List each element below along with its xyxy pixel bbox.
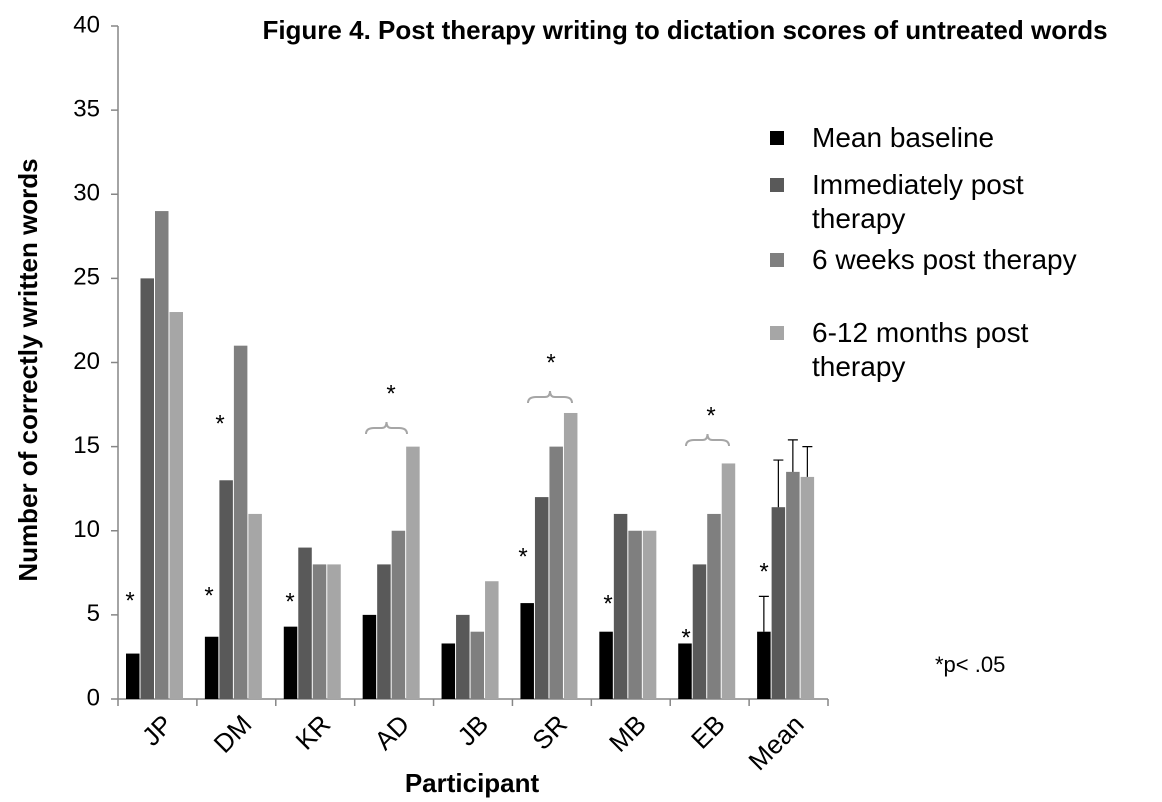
annotation: *: [125, 587, 134, 614]
bar: [169, 312, 183, 699]
bar: [549, 446, 563, 699]
bar: [707, 513, 721, 699]
legend-swatch: [770, 131, 784, 145]
annotation: *: [386, 380, 395, 407]
bar: [757, 631, 771, 699]
bar: [298, 547, 312, 699]
annotation: *: [681, 624, 690, 651]
bar: [312, 564, 327, 699]
bar: [391, 530, 406, 699]
y-tick-label: 5: [87, 600, 100, 627]
bar: [678, 643, 692, 699]
y-tick-label: 30: [73, 180, 100, 207]
brace: [365, 421, 408, 435]
legend-swatch: [770, 178, 784, 192]
bar: [248, 513, 262, 699]
y-tick-label: 40: [73, 11, 100, 38]
bar: [520, 603, 534, 699]
bar: [155, 211, 169, 699]
chart-title: Figure 4. Post therapy writing to dictat…: [262, 15, 1108, 45]
bar: [599, 631, 613, 699]
x-tick-label: SR: [526, 709, 573, 756]
legend-swatch: [770, 253, 784, 267]
bar: [800, 476, 815, 699]
annotation: *: [215, 410, 224, 437]
bar: [534, 497, 549, 699]
x-tick-label: AD: [368, 709, 415, 756]
legend-label: 6-12 months post therapy: [812, 317, 1029, 382]
bar: [470, 631, 485, 699]
annotation: *: [706, 402, 715, 429]
bar: [563, 412, 578, 699]
y-axis-label: Number of correctly written words: [13, 158, 43, 581]
bar: [628, 530, 642, 699]
bar: [283, 626, 298, 699]
y-tick-label: 20: [73, 348, 100, 375]
note: *p< .05: [935, 652, 1006, 677]
bar: [377, 564, 391, 699]
annotation: *: [759, 558, 768, 585]
annotation: *: [603, 590, 612, 617]
legend-swatch: [770, 326, 784, 340]
legend-item: Immediately post therapy: [770, 168, 1117, 236]
annotation: *: [518, 543, 527, 570]
x-tick-label: JB: [451, 709, 494, 752]
annotation: *: [285, 588, 294, 615]
legend-label: 6 weeks post therapy: [812, 244, 1077, 275]
y-tick-label: 0: [87, 684, 100, 711]
legend-item: 6-12 months post therapy: [770, 316, 1117, 384]
y-tick-label: 25: [73, 264, 100, 291]
bar: [441, 643, 456, 699]
x-tick-label: DM: [208, 709, 258, 759]
x-axis-label: Participant: [405, 768, 540, 798]
bar: [721, 463, 736, 699]
bar: [204, 636, 219, 699]
bar: [362, 614, 377, 699]
y-tick-label: 15: [73, 432, 100, 459]
bar: [485, 581, 499, 699]
y-tick-label: 10: [73, 516, 100, 543]
x-tick-label: MB: [603, 709, 652, 758]
bar: [140, 278, 154, 699]
legend-label: Mean baseline: [812, 122, 995, 153]
legend-item: 6 weeks post therapy: [770, 243, 1117, 277]
bar: [456, 614, 470, 699]
bar: [233, 345, 248, 699]
bar: [126, 653, 140, 699]
bar: [771, 507, 786, 699]
bar: [219, 480, 233, 699]
error-bar: [787, 439, 798, 472]
brace: [527, 390, 573, 404]
error-bar: [758, 595, 769, 632]
annotation: *: [204, 582, 213, 609]
brace: [685, 433, 730, 447]
bar: [786, 471, 800, 699]
x-tick-label: Mean: [742, 709, 809, 776]
bar: [327, 564, 341, 699]
error-bar: [773, 459, 784, 508]
bar: [613, 513, 628, 699]
error-bar: [802, 446, 813, 477]
y-tick-label: 35: [73, 95, 100, 122]
bar: [692, 564, 707, 699]
x-tick-label: EB: [685, 709, 731, 755]
legend-label: Immediately post therapy: [812, 169, 1024, 234]
legend-item: Mean baseline: [770, 121, 1117, 155]
annotation: *: [546, 349, 555, 376]
x-tick-label: JP: [136, 709, 179, 752]
x-tick-label: KR: [290, 709, 337, 756]
bar: [642, 530, 657, 699]
bar: [406, 446, 420, 699]
